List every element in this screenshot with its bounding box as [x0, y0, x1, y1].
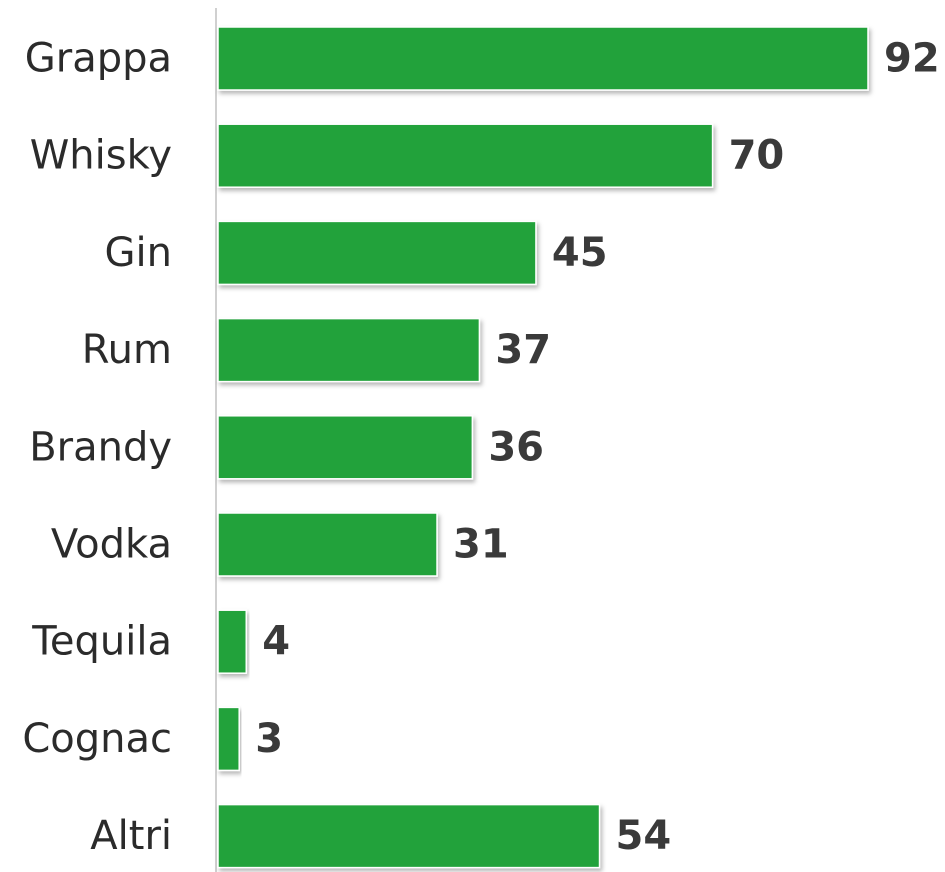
- category-label-cognac: Cognac: [22, 716, 172, 762]
- category-label-tequila: Tequila: [31, 619, 172, 665]
- bar-cognac: [217, 706, 240, 772]
- value-label-altri: 54: [616, 813, 672, 859]
- category-label-grappa: Grappa: [25, 36, 172, 82]
- value-label-cognac: 3: [255, 716, 283, 762]
- value-label-vodka: 31: [453, 522, 509, 568]
- value-label-brandy: 36: [488, 424, 544, 470]
- value-label-whisky: 70: [729, 133, 785, 179]
- bar-grappa: [217, 26, 869, 91]
- category-label-rum: Rum: [82, 327, 172, 373]
- bar-rum: [217, 317, 481, 383]
- bar-brandy: [217, 415, 474, 480]
- value-label-grappa: 92: [884, 36, 940, 82]
- value-label-tequila: 4: [262, 619, 290, 665]
- value-label-rum: 37: [495, 327, 551, 373]
- bar-tequila: [217, 609, 248, 674]
- bar-whisky: [217, 123, 714, 188]
- category-label-gin: Gin: [105, 230, 172, 276]
- value-label-gin: 45: [552, 230, 608, 276]
- category-label-altri: Altri: [90, 813, 172, 859]
- bar-vodka: [217, 512, 438, 577]
- category-label-whisky: Whisky: [30, 133, 172, 179]
- category-label-brandy: Brandy: [29, 424, 172, 470]
- bar-gin: [217, 220, 537, 286]
- category-label-vodka: Vodka: [51, 522, 172, 568]
- bar-altri: [217, 803, 601, 869]
